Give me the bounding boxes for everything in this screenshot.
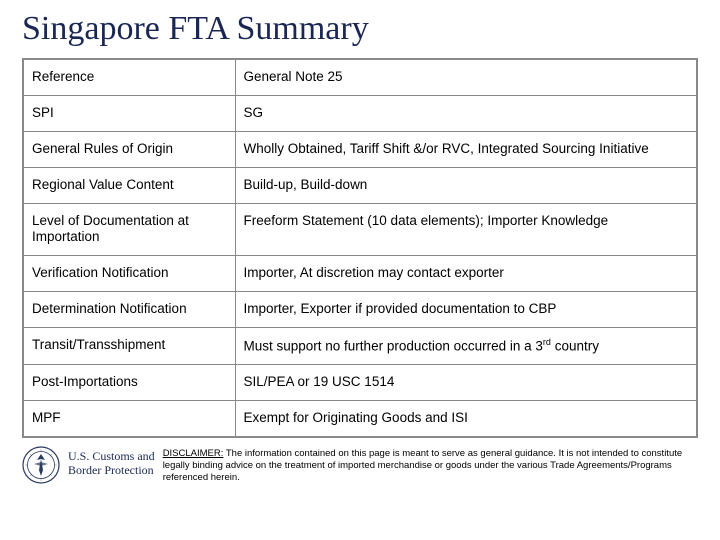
table-row: Level of Documentation at ImportationFre… — [23, 203, 697, 256]
table-row: ReferenceGeneral Note 25 — [23, 59, 697, 95]
disclaimer-label: DISCLAIMER: — [163, 448, 224, 459]
table-row: Determination NotificationImporter, Expo… — [23, 292, 697, 328]
table-row: Transit/TransshipmentMust support no fur… — [23, 328, 697, 365]
table-row: Verification NotificationImporter, At di… — [23, 256, 697, 292]
row-label: SPI — [23, 95, 235, 131]
table-row: Post-ImportationsSIL/PEA or 19 USC 1514 — [23, 365, 697, 401]
row-value: Freeform Statement (10 data elements); I… — [235, 203, 697, 256]
row-value: Must support no further production occur… — [235, 328, 697, 365]
row-value: Wholly Obtained, Tariff Shift &/or RVC, … — [235, 131, 697, 167]
row-value: SG — [235, 95, 697, 131]
disclaimer: DISCLAIMER: The information contained on… — [163, 446, 698, 484]
row-label: General Rules of Origin — [23, 131, 235, 167]
row-value: Importer, Exporter if provided documenta… — [235, 292, 697, 328]
table-row: SPISG — [23, 95, 697, 131]
table-row: Regional Value ContentBuild-up, Build-do… — [23, 167, 697, 203]
agency-line-2: Border Protection — [68, 464, 155, 478]
footer: U.S. Customs and Border Protection DISCL… — [22, 446, 698, 489]
dhs-seal-icon — [22, 446, 60, 489]
agency-name: U.S. Customs and Border Protection — [68, 446, 155, 478]
row-label: Determination Notification — [23, 292, 235, 328]
row-value: Build-up, Build-down — [235, 167, 697, 203]
agency-line-1: U.S. Customs and — [68, 450, 155, 464]
row-label: Reference — [23, 59, 235, 95]
row-value: Importer, At discretion may contact expo… — [235, 256, 697, 292]
table-row: MPFExempt for Originating Goods and ISI — [23, 401, 697, 437]
row-label: Regional Value Content — [23, 167, 235, 203]
row-label: Verification Notification — [23, 256, 235, 292]
page-title: Singapore FTA Summary — [22, 10, 698, 48]
row-label: Post-Importations — [23, 365, 235, 401]
table-row: General Rules of OriginWholly Obtained, … — [23, 131, 697, 167]
summary-table: ReferenceGeneral Note 25SPISGGeneral Rul… — [22, 58, 698, 438]
row-value: General Note 25 — [235, 59, 697, 95]
row-label: Level of Documentation at Importation — [23, 203, 235, 256]
row-value: SIL/PEA or 19 USC 1514 — [235, 365, 697, 401]
disclaimer-text: The information contained on this page i… — [163, 448, 682, 483]
row-label: MPF — [23, 401, 235, 437]
row-value: Exempt for Originating Goods and ISI — [235, 401, 697, 437]
row-label: Transit/Transshipment — [23, 328, 235, 365]
summary-table-body: ReferenceGeneral Note 25SPISGGeneral Rul… — [23, 59, 697, 437]
